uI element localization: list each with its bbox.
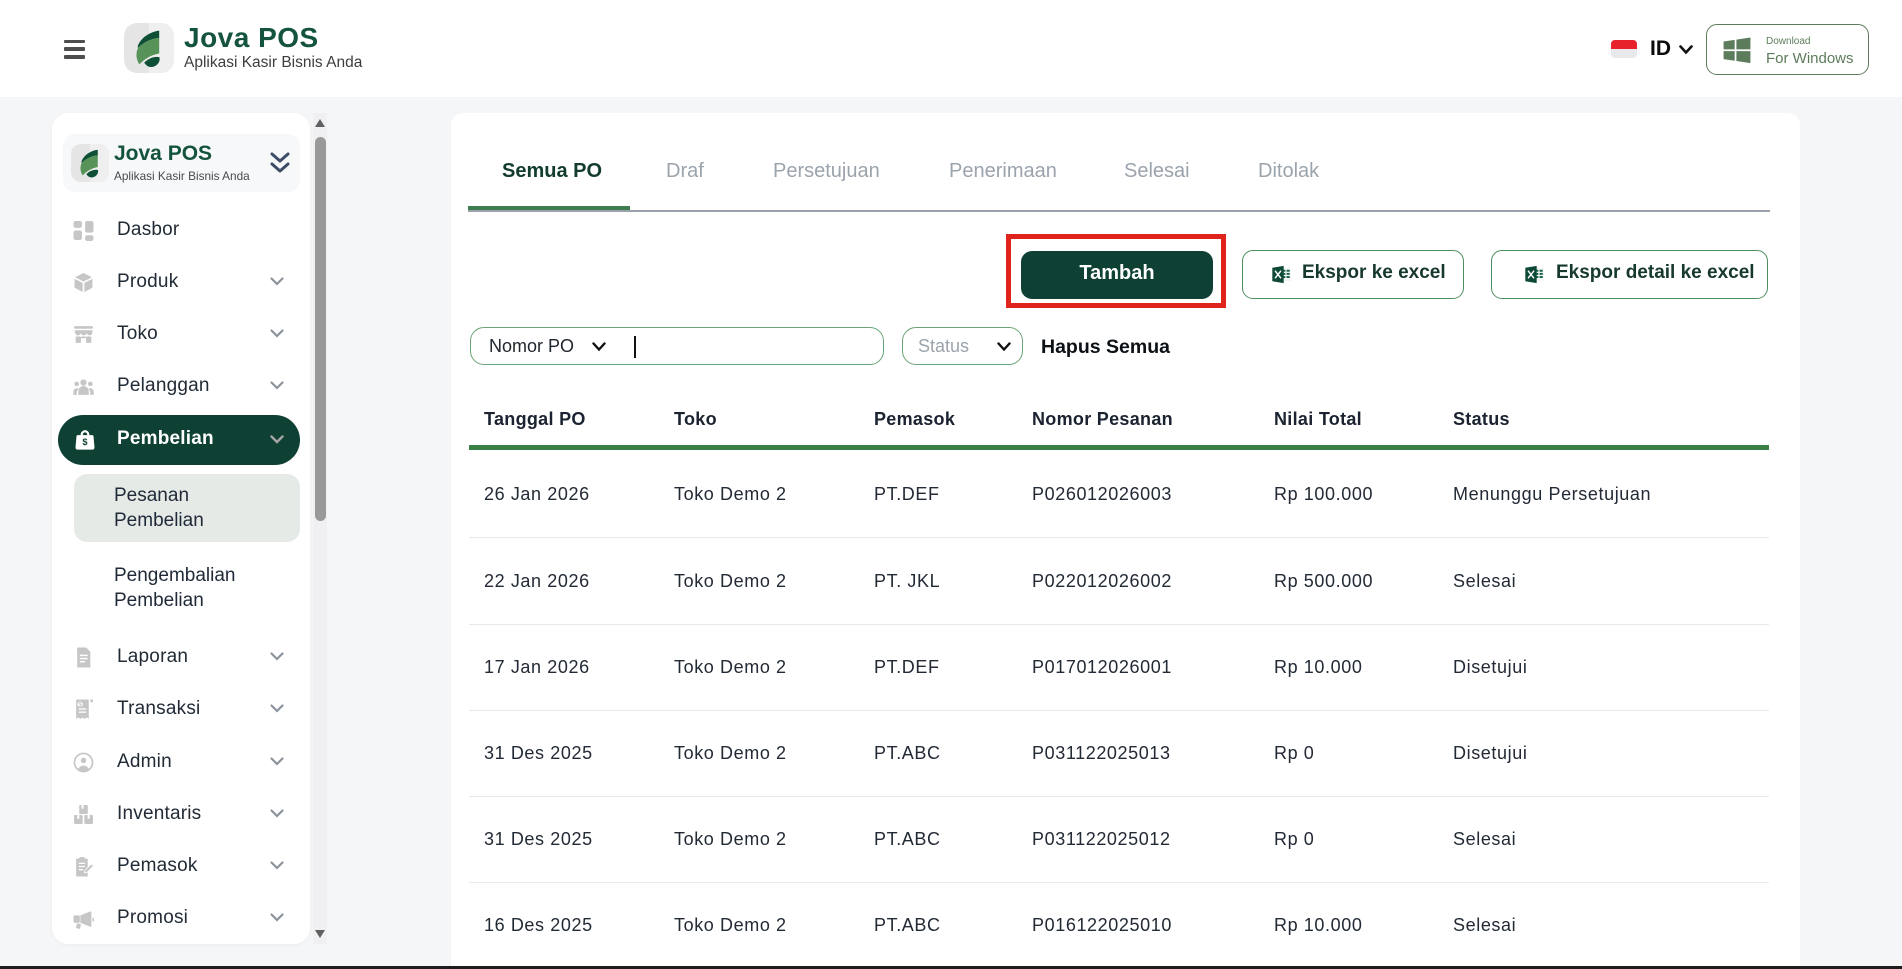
svg-text:$: $ (78, 701, 82, 708)
svg-text:$: $ (82, 437, 88, 447)
